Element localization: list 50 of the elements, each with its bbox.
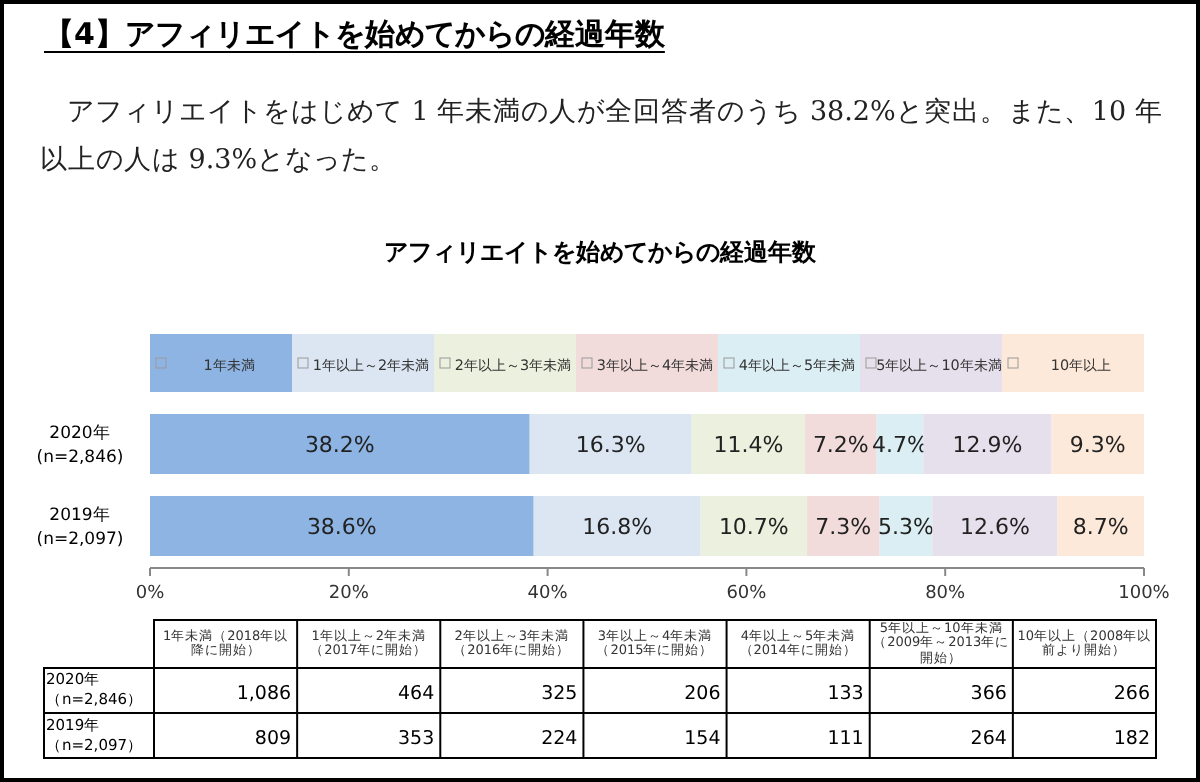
bar — [923, 414, 1052, 474]
text: 【4】アフィリエイトを始めてからの経過年数 — [44, 16, 667, 52]
data-label: 353 — [398, 727, 435, 750]
chart-title: アフィリエイトを始めてからの経過年数 — [384, 238, 818, 266]
data-label: 5.3% — [877, 514, 934, 540]
data-label: 133 — [827, 682, 864, 705]
text: アフィリエイトをはじめて 1 年未満の人が全回答者のうち 38.2%と突出。また、10 年以上の人は 9.3%となった。 — [40, 94, 1165, 180]
x-tick-label: 100% — [1118, 584, 1171, 604]
data-label: 7.3% — [815, 514, 872, 540]
data-label: 16.8% — [582, 514, 653, 540]
bar — [1057, 496, 1144, 556]
data-label: 12.9% — [952, 432, 1023, 458]
data-label: 224 — [541, 727, 578, 750]
data-label: 464 — [398, 682, 435, 705]
bar — [700, 496, 808, 556]
data-label: 8.7% — [1072, 514, 1129, 540]
data-label: 325 — [541, 682, 578, 705]
data-label: 366 — [970, 682, 1007, 705]
x-tick-label: 20% — [328, 584, 370, 604]
data-label: 1,086 — [236, 682, 292, 705]
data-label: 266 — [1113, 682, 1150, 705]
bar — [691, 414, 806, 474]
x-tick-label: 40% — [527, 584, 569, 604]
data-label: 38.2% — [304, 432, 375, 458]
y-tick-label: 2019年 (n=2,097) — [36, 504, 124, 550]
data-label: 10.7% — [718, 514, 789, 540]
bar — [807, 496, 880, 556]
data-label: 7.2% — [812, 432, 869, 458]
x-tick-label: 0% — [135, 584, 166, 604]
data-label: 12.6% — [959, 514, 1030, 540]
bar — [150, 414, 530, 474]
bar — [805, 414, 877, 474]
data-label: 9.3% — [1069, 432, 1126, 458]
data-label: 809 — [254, 727, 292, 750]
bar — [1051, 414, 1144, 474]
data-label: 206 — [684, 682, 721, 705]
bar — [932, 496, 1058, 556]
data-label: 264 — [970, 727, 1007, 750]
data-label: 182 — [1113, 727, 1150, 750]
bar — [150, 496, 534, 556]
data-label: 111 — [827, 727, 864, 750]
bar — [533, 496, 701, 556]
y-tick-label: 2020年 (n=2,846) — [36, 422, 124, 468]
data-label: 38.6% — [306, 514, 377, 540]
data-label: 16.3% — [575, 432, 646, 458]
bar — [529, 414, 692, 474]
data-label: 154 — [684, 727, 721, 750]
data-label: 11.4% — [713, 432, 784, 458]
x-tick-label: 60% — [726, 584, 768, 604]
x-tick-label: 80% — [925, 584, 967, 604]
